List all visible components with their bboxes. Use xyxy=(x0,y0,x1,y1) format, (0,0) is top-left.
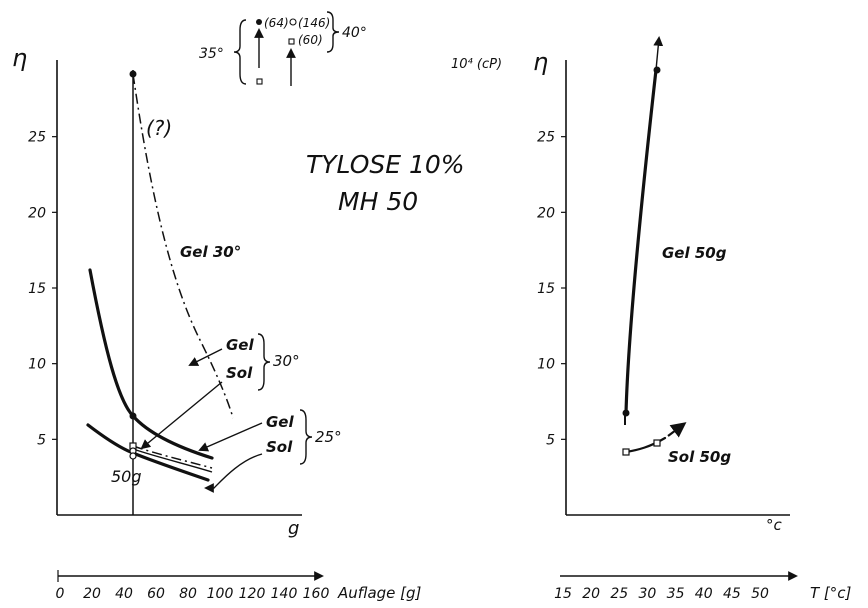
left-x-tick-label: 20 xyxy=(83,586,101,602)
ticks-layer: 5 10 15 20 25 5 10 15 20 25 0 20 40 60 80 100 120 140 160 1… xyxy=(28,130,769,602)
left-y-tick-label: 5 xyxy=(37,432,46,448)
left-x-tick-label: 160 xyxy=(303,586,330,602)
right-y-tick-label: 10 xyxy=(537,357,555,373)
right-y-axis-label: η xyxy=(533,48,548,76)
right-y-tick-label: 15 xyxy=(537,281,555,297)
arrow-gel-50g xyxy=(653,36,664,71)
annotation-60: (60) xyxy=(298,33,323,47)
right-x-tick-label: 40 xyxy=(695,586,713,602)
left-x-tick-label: 120 xyxy=(239,586,266,602)
right-lower-axis-label: T [°c] xyxy=(810,584,852,602)
annotation-sol-30b: Sol xyxy=(226,364,253,382)
bracket-40 xyxy=(326,11,340,53)
annotation-gel-30-label: Gel 30° xyxy=(180,243,241,261)
series-label-gel-50g: Gel 50g xyxy=(662,244,727,262)
right-x-tick-label: 20 xyxy=(582,586,600,602)
annotation-35-deg: 35° xyxy=(199,46,224,62)
marker-gel-30-top xyxy=(129,70,137,78)
right-x-tick-label: 45 xyxy=(723,586,741,602)
marker-gel-30-50g xyxy=(129,412,137,420)
left-x-tick-label: 40 xyxy=(115,586,133,602)
left-y-tick-label: 20 xyxy=(28,205,46,221)
left-title: TYLOSE 10% xyxy=(306,150,465,179)
arrow-gel-25 xyxy=(198,422,263,452)
left-x-tick-label: 60 xyxy=(147,586,165,602)
series-gel-25 xyxy=(132,448,213,473)
marker-sol-25-50g xyxy=(129,452,137,460)
annotation-40-deg: 40° xyxy=(342,25,367,41)
left-subtitle: MH 50 xyxy=(338,187,418,216)
left-y-axis-label: η xyxy=(12,44,27,72)
annotation-gel-30b: Gel xyxy=(226,336,254,354)
series-sol-25 xyxy=(86,423,210,482)
annotation-25-deg: 25° xyxy=(315,428,342,446)
bracket-30 xyxy=(257,333,271,391)
left-lower-axis-label: Auflage [g] xyxy=(337,584,422,602)
left-y-tick-label: 15 xyxy=(28,281,46,297)
right-x-tick-label: 25 xyxy=(610,586,628,602)
bracket-25 xyxy=(299,409,313,465)
right-x-tick-label: 15 xyxy=(554,586,572,602)
right-y-tick-label: 20 xyxy=(537,205,555,221)
marker-sol-50g-25 xyxy=(622,448,630,456)
arrow-sol-30 xyxy=(140,381,223,450)
arrow-sol-25 xyxy=(204,453,263,493)
bracket-35 xyxy=(233,19,247,85)
marker-sol-50g-30 xyxy=(653,439,661,447)
left-y-tick-label: 25 xyxy=(28,130,46,146)
arrow-gel-30 xyxy=(188,348,223,366)
series-gel-30-dashdot xyxy=(132,73,234,419)
annotation-question: (?) xyxy=(146,116,172,140)
annotation-sol-25: Sol xyxy=(266,438,293,456)
left-x-tick-label: 80 xyxy=(179,586,197,602)
left-x-tick-label: 100 xyxy=(207,586,234,602)
right-y-tick-label: 5 xyxy=(546,432,555,448)
marker-35-top xyxy=(256,19,262,25)
right-x-tick-label: 30 xyxy=(639,586,657,602)
left-y-tick-label: 10 xyxy=(28,357,46,373)
right-y-tick-label: 25 xyxy=(537,130,555,146)
right-x-tick-label: 35 xyxy=(667,586,685,602)
series-gel-50g xyxy=(624,68,658,415)
annotation-gel-25: Gel xyxy=(266,413,294,431)
arrow-sol-50g xyxy=(667,422,687,438)
marker-gel-50g-30 xyxy=(653,66,661,74)
series-gel-30 xyxy=(88,268,214,460)
right-x-tick-label: 50 xyxy=(751,586,769,602)
series-label-sol-50g: Sol 50g xyxy=(668,448,731,466)
annotation-146: (146) xyxy=(298,16,330,30)
marker-40-top xyxy=(289,18,297,26)
vertical-line-label: 50g xyxy=(111,467,142,486)
annotation-30-deg: 30° xyxy=(273,352,300,370)
left-x-axis-label: g xyxy=(288,518,299,539)
annotation-cp: 10⁴ (cP) xyxy=(451,57,502,72)
left-x-tick-label: 0 xyxy=(56,586,65,602)
marker-40-mid xyxy=(288,38,295,45)
marker-35-bottom xyxy=(256,78,263,85)
annotation-64: (64) xyxy=(264,16,289,30)
left-x-tick-label: 140 xyxy=(271,586,298,602)
right-x-axis-label: °c xyxy=(766,516,783,534)
